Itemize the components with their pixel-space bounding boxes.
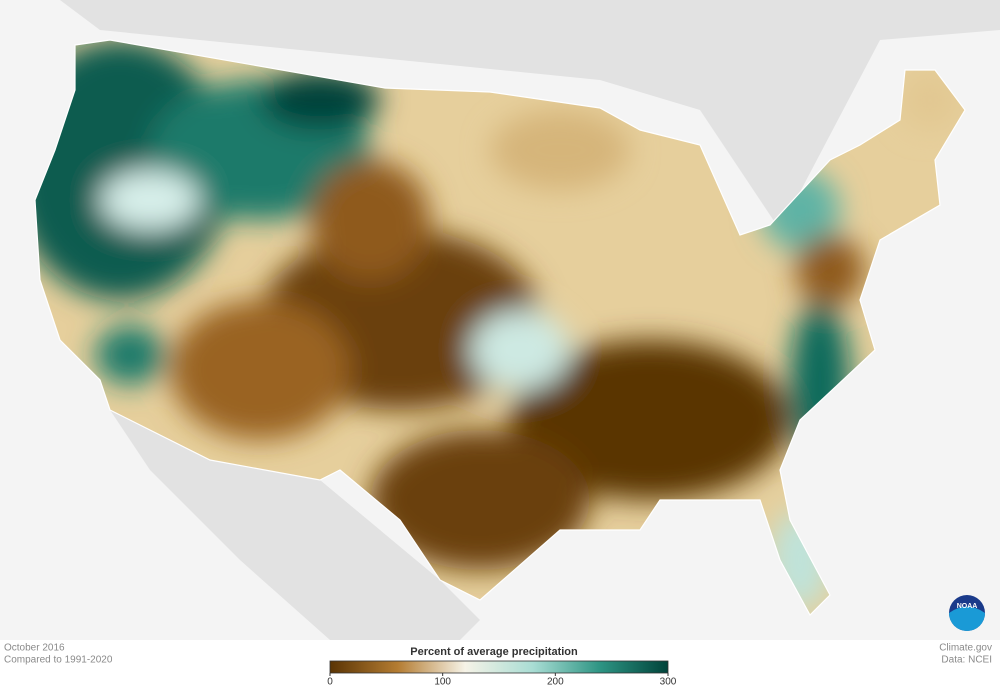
baseline: Compared to 1991-2020: [4, 655, 113, 666]
color-bar: [329, 660, 669, 674]
legend: 0 100 200 300: [327, 660, 677, 688]
source: Data: NCEI: [941, 655, 992, 666]
noaa-logo: NOAA: [949, 595, 985, 631]
legend-tick-label: 0: [327, 677, 333, 688]
date: October 2016: [4, 643, 65, 654]
credit: Climate.gov: [939, 643, 992, 654]
legend-tick-label: 300: [660, 677, 677, 688]
logo-text: NOAA: [957, 603, 978, 610]
canada: [60, 0, 1000, 230]
legend-tick-label: 100: [434, 677, 451, 688]
legend-tick-label: 200: [547, 677, 564, 688]
mexico: [110, 410, 480, 640]
legend-title: Percent of average precipitation: [410, 646, 578, 658]
